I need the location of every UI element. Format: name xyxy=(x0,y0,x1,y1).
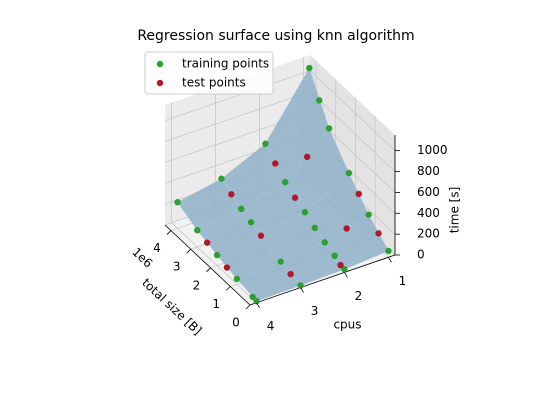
data-point xyxy=(301,209,309,216)
data-point xyxy=(341,266,348,273)
data-point xyxy=(262,140,269,147)
data-point xyxy=(253,297,260,305)
y-axis-label: cpus xyxy=(333,318,361,332)
data-point xyxy=(337,261,344,269)
data-point xyxy=(233,275,241,283)
z-tick-label: 400 xyxy=(417,206,440,220)
data-point xyxy=(316,97,323,104)
data-point xyxy=(277,258,284,265)
data-point xyxy=(287,270,294,278)
x-tick-label: 1 xyxy=(212,297,220,311)
data-point xyxy=(297,282,304,289)
grid-line xyxy=(171,222,257,304)
data-point xyxy=(257,232,265,239)
data-point xyxy=(303,153,311,161)
data-point xyxy=(174,199,181,206)
grid-line xyxy=(164,70,311,122)
x-tick-label: 3 xyxy=(173,260,181,274)
data-point xyxy=(291,194,299,201)
y-tick-label: 1 xyxy=(399,274,407,288)
legend-marker xyxy=(156,79,164,87)
tick-mark xyxy=(166,230,172,235)
data-point xyxy=(321,239,328,246)
data-point xyxy=(385,247,392,255)
data-point xyxy=(228,191,235,198)
data-point xyxy=(375,230,382,237)
tick-mark xyxy=(206,267,211,273)
pane xyxy=(310,55,395,255)
z-axis-label: time [s] xyxy=(448,187,462,234)
data-point xyxy=(345,169,353,177)
legend-label: test points xyxy=(182,76,246,90)
legend-marker xyxy=(156,60,164,68)
z-tick-label: 200 xyxy=(417,227,440,241)
grid-line xyxy=(164,91,311,142)
data-point xyxy=(343,225,350,232)
data-point xyxy=(272,160,279,167)
x-tick-label: 0 xyxy=(232,316,240,330)
y-axis-line xyxy=(249,254,396,306)
data-point xyxy=(306,64,313,72)
legend-box xyxy=(144,51,274,95)
data-point xyxy=(355,190,362,198)
chart-title: Regression surface using knn algorithm xyxy=(137,28,414,44)
x-tick-label: 2 xyxy=(193,278,201,292)
z-tick-label: 0 xyxy=(417,248,425,262)
data-point xyxy=(311,224,319,232)
z-tick-label: 1000 xyxy=(417,143,448,157)
data-point xyxy=(247,219,255,226)
tick-mark xyxy=(344,272,348,278)
data-point xyxy=(223,264,231,271)
data-point xyxy=(249,293,256,301)
tick-mark xyxy=(225,286,231,291)
data-point xyxy=(331,252,338,260)
x-axis-line xyxy=(164,224,251,306)
tick-mark xyxy=(186,248,191,254)
data-point xyxy=(213,251,221,259)
tick-mark xyxy=(256,302,260,308)
y-tick-label: 2 xyxy=(355,289,363,303)
data-point xyxy=(325,125,333,132)
data-point xyxy=(281,178,289,186)
y-tick-label: 3 xyxy=(311,304,319,318)
data-point xyxy=(218,175,225,182)
data-point xyxy=(238,205,245,213)
grid-line xyxy=(309,70,396,151)
tick-mark xyxy=(300,287,304,293)
z-tick-label: 800 xyxy=(417,164,440,178)
data-point xyxy=(365,211,372,218)
y-tick-label: 4 xyxy=(267,319,275,333)
data-point xyxy=(203,239,211,246)
z-tick-label: 600 xyxy=(417,185,440,199)
x-axis-offset: 1e6 xyxy=(129,245,155,271)
data-point xyxy=(194,227,201,234)
tick-mark xyxy=(388,257,392,263)
legend-label: training points xyxy=(182,57,269,71)
grid-line xyxy=(309,91,396,172)
tick-mark xyxy=(245,304,251,310)
plot-content xyxy=(174,64,392,305)
x-tick-label: 4 xyxy=(153,241,161,255)
